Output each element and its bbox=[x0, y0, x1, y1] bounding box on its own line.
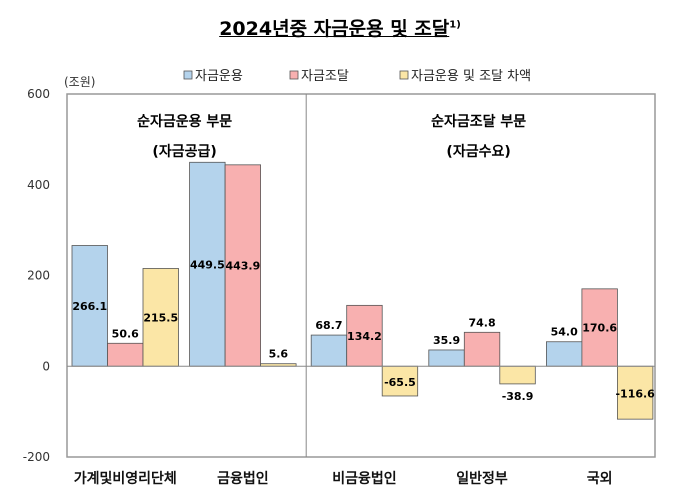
data-label: 449.5 bbox=[190, 258, 225, 271]
bar bbox=[428, 349, 465, 367]
data-label: -38.9 bbox=[502, 390, 534, 403]
bar bbox=[617, 365, 654, 420]
title-note: 1) bbox=[449, 19, 461, 31]
section-subtitle: (자금공급) bbox=[152, 144, 216, 160]
bar bbox=[189, 161, 226, 367]
bar bbox=[581, 288, 618, 367]
y-tick-label: 400 bbox=[27, 178, 50, 192]
bar bbox=[381, 365, 419, 397]
section-title: 순자금운용 부문 bbox=[137, 114, 232, 130]
bar bbox=[546, 341, 583, 367]
legend-label: 자금조달 bbox=[301, 69, 349, 84]
data-label: 35.9 bbox=[433, 334, 460, 347]
data-label: 54.0 bbox=[551, 326, 578, 339]
x-tick-label: 금융법인 bbox=[217, 470, 269, 487]
x-tick-label: 가계및비영리단체 bbox=[74, 470, 177, 487]
data-label: 266.1 bbox=[72, 300, 107, 313]
legend-label: 자금운용 bbox=[195, 69, 243, 84]
unit-label: (조원) bbox=[64, 75, 95, 89]
data-label: 443.9 bbox=[225, 260, 260, 273]
bar bbox=[142, 268, 179, 367]
section-title: 순자금조달 부문 bbox=[431, 114, 526, 130]
legend-label: 자금운용 및 조달 차액 bbox=[411, 69, 531, 84]
y-tick-label: -200 bbox=[23, 450, 50, 464]
bar bbox=[107, 342, 144, 367]
bar bbox=[224, 164, 262, 367]
data-label: 215.5 bbox=[143, 311, 178, 324]
y-tick-label: 600 bbox=[27, 87, 50, 101]
legend-swatch bbox=[289, 70, 299, 80]
bar bbox=[463, 331, 501, 367]
bar bbox=[499, 365, 536, 385]
legend-swatch bbox=[183, 70, 193, 80]
plot-frame bbox=[66, 93, 656, 458]
x-tick-label: 국외 bbox=[587, 470, 613, 487]
y-tick-label: 0 bbox=[42, 359, 50, 373]
x-tick-label: 일반정부 bbox=[456, 470, 508, 487]
section-subtitle: (자금수요) bbox=[446, 144, 510, 160]
title-text: 2024년중 자금운용 및 조달 bbox=[219, 18, 450, 40]
data-label: 134.2 bbox=[347, 330, 382, 343]
data-label: -65.5 bbox=[384, 376, 416, 389]
data-label: -116.6 bbox=[615, 388, 655, 401]
bar bbox=[310, 334, 348, 367]
bar bbox=[346, 304, 383, 367]
bar bbox=[71, 245, 108, 367]
x-tick-label: 비금융법인 bbox=[332, 470, 396, 487]
y-tick-label: 200 bbox=[27, 269, 50, 283]
legend-swatch bbox=[399, 70, 409, 80]
data-label: 68.7 bbox=[315, 319, 342, 332]
chart-title: 2024년중 자금운용 및 조달1) bbox=[0, 14, 680, 41]
data-label: 170.6 bbox=[582, 322, 617, 335]
data-label: 50.6 bbox=[112, 327, 139, 340]
data-label: 5.6 bbox=[269, 348, 289, 361]
data-label: 74.8 bbox=[468, 316, 495, 329]
